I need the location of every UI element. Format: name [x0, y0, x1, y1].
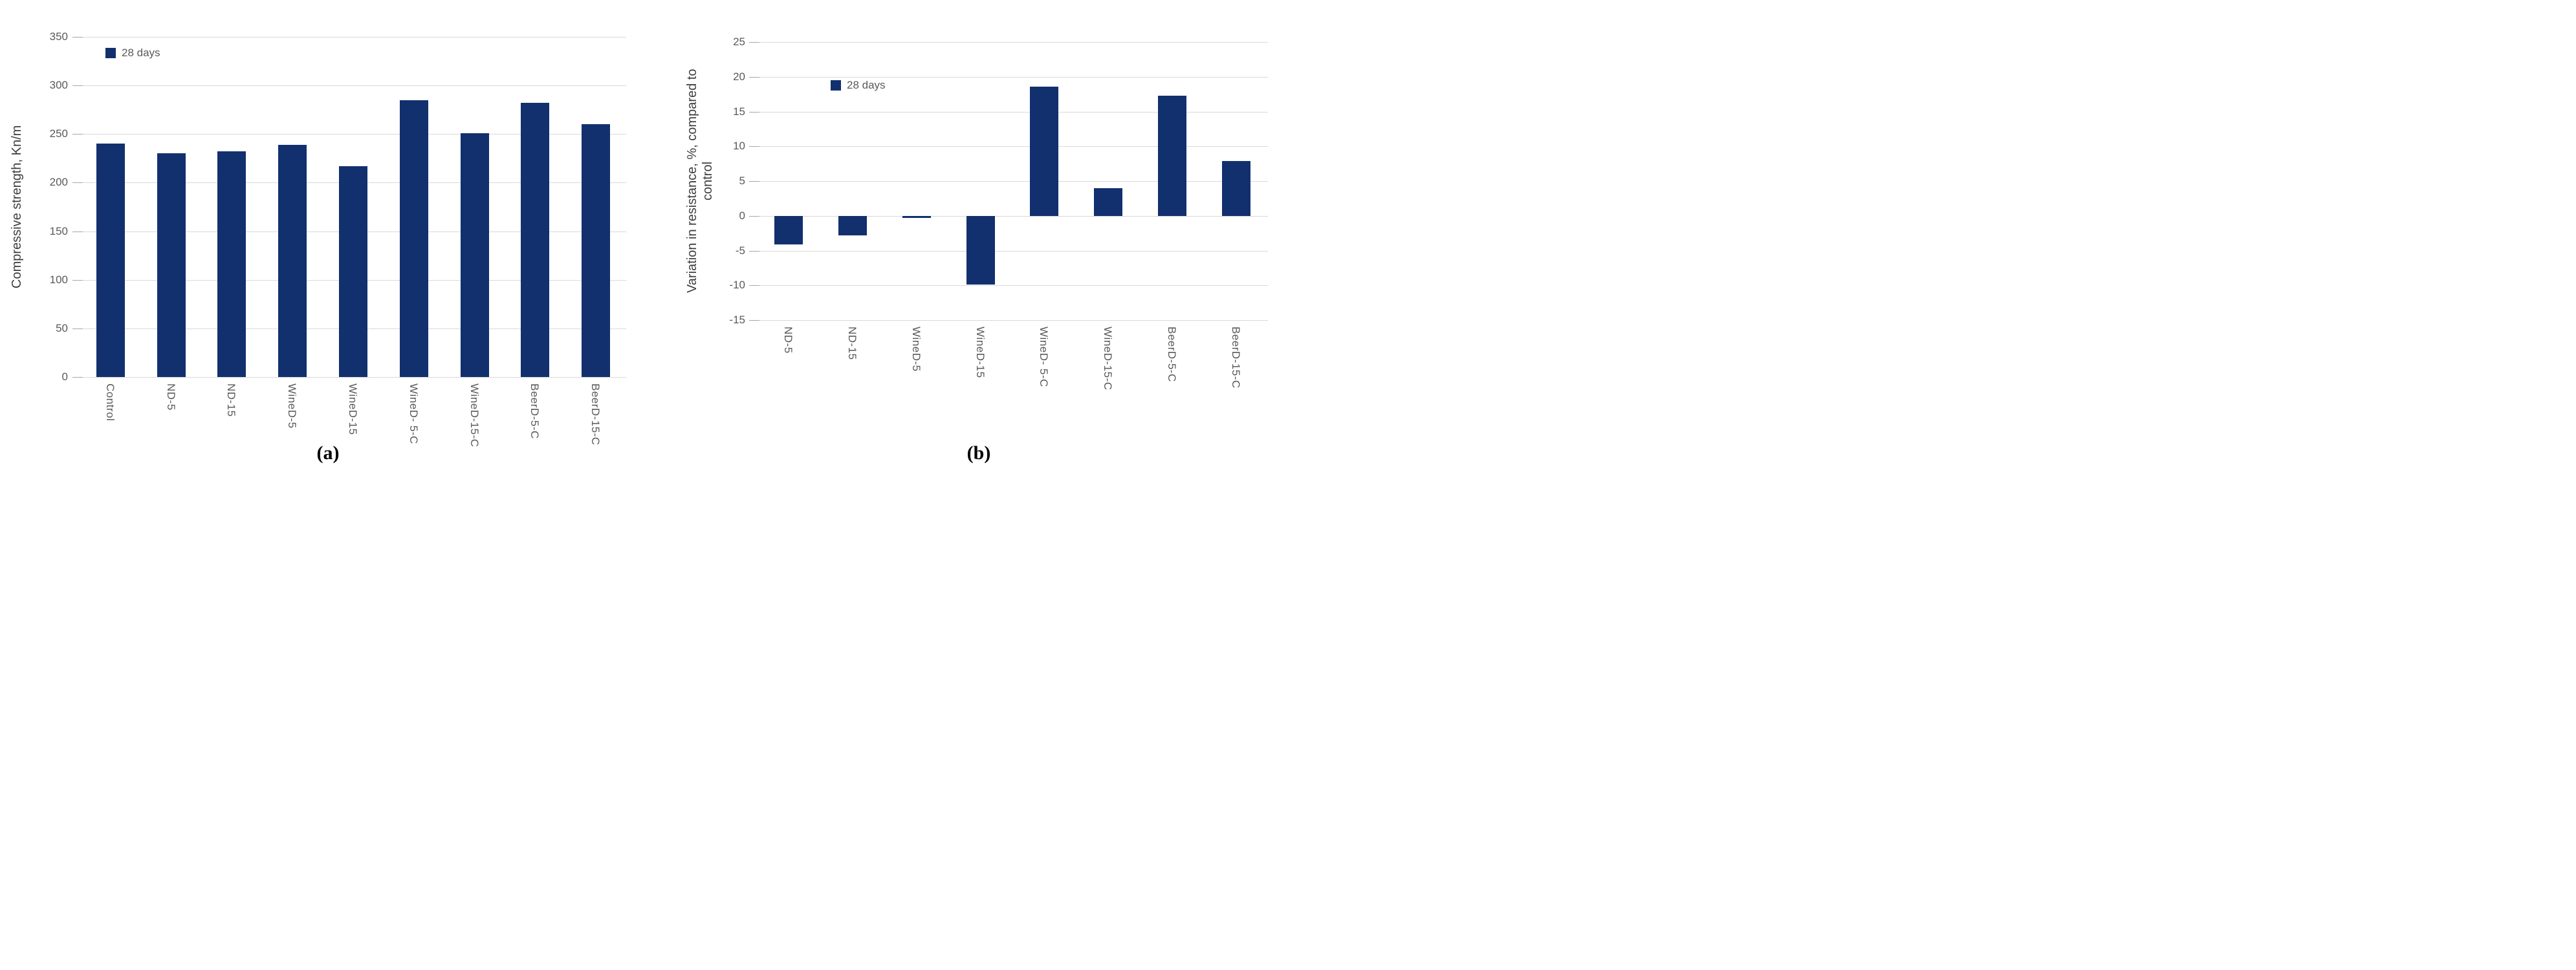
y-tick-label--10: -10: [729, 279, 745, 291]
x-tick-label-BeerD-5-C: BeerD-5-C: [529, 383, 541, 439]
tick-mark-y-0: [72, 377, 83, 378]
y-tick-label-50: 50: [56, 322, 68, 334]
x-tick-label-ND-15: ND-15: [225, 383, 237, 417]
bar-WineD-15-C: [1094, 188, 1122, 216]
gridline-y--10: [749, 285, 1268, 286]
y-tick-label-100: 100: [49, 274, 68, 286]
tick-mark-y--5: [749, 251, 759, 252]
y-tick-label-5: 5: [739, 175, 745, 187]
x-tick-label-WineD-5: WineD-5: [286, 383, 298, 429]
chart-a-plot-area: 0 50 100 150 200 250 300 350 Control ND-5 ND-15 Win…: [0, 0, 1288, 485]
x-tick-label-WineD-15: WineD-15: [347, 383, 359, 435]
y-tick-label-250: 250: [49, 127, 68, 140]
bar-ND-15: [217, 151, 246, 377]
gridline-y-25: [749, 42, 1268, 43]
x-tick-label-ND-5: ND-5: [165, 383, 177, 411]
caption-b: (b): [966, 442, 991, 464]
bar-BeerD-15-C: [1222, 161, 1250, 216]
gridline-y-15: [749, 112, 1268, 113]
x-tick-label-ND-5: ND-5: [782, 327, 794, 354]
tick-mark-y-200: [72, 182, 83, 183]
tick-mark-y--15: [749, 320, 759, 321]
tick-mark-y-10: [749, 146, 759, 147]
x-tick-label-WineD-15-C: WineD-15-C: [468, 383, 481, 447]
y-tick-label--5: -5: [735, 244, 745, 257]
tick-mark-y--10: [749, 285, 759, 286]
y-tick-label-200: 200: [49, 176, 68, 188]
bar-WineD-15: [966, 216, 995, 285]
gridline-y--15: [749, 320, 1268, 321]
x-tick-label-WineD-15-C: WineD-15-C: [1102, 327, 1114, 391]
tick-mark-y-15: [749, 112, 759, 113]
gridline-y-250: [72, 134, 626, 135]
bar-WineD-15: [339, 166, 367, 377]
y-tick-label--15: -15: [729, 314, 745, 326]
gridline-y-300: [72, 85, 626, 86]
tick-mark-y-20: [749, 77, 759, 78]
y-tick-label-10: 10: [733, 140, 745, 152]
bar-WineD-5: [278, 145, 307, 377]
gridline-y-0: [72, 377, 626, 378]
gridline-y-5: [749, 181, 1268, 182]
y-tick-label-15: 15: [733, 105, 745, 118]
bar-BeerD-15-C: [582, 124, 610, 377]
legend-swatch-28-days: [831, 80, 841, 91]
y-tick-label-0: 0: [739, 210, 745, 222]
y-tick-label-350: 350: [49, 30, 68, 43]
gridline-y-350: [72, 37, 626, 38]
bar-ND-5: [157, 153, 186, 377]
y-tick-label-150: 150: [49, 225, 68, 237]
chart-a-compressive-strength: Compressive strength, Kn/m 0 50 100 150 200 2…: [0, 0, 1288, 485]
x-tick-label-WineD-15: WineD-15: [974, 327, 987, 378]
gridline-y--5: [749, 251, 1268, 252]
caption-a: (a): [316, 442, 340, 464]
bar-WineD-5-C: [1030, 87, 1058, 216]
x-tick-label-WineD-5-C: WineD- 5-C: [408, 383, 420, 444]
y-tick-label-300: 300: [49, 79, 68, 91]
bar-WineD-15-C: [461, 133, 489, 377]
tick-mark-y-5: [749, 181, 759, 182]
chart-b-legend: 28 days: [831, 79, 886, 92]
legend-label-28-days: 28 days: [122, 47, 160, 59]
bar-Control: [96, 144, 125, 377]
chart-b-plot-area: -15 -10 -5 0 5 10 15 20 25 ND-5 ND-15 WineD-5 WineD-…: [0, 0, 1288, 485]
tick-mark-y-350: [72, 37, 83, 38]
x-tick-label-BeerD-15-C: BeerD-15-C: [1230, 327, 1242, 389]
bar-BeerD-5-C: [1158, 96, 1186, 216]
x-tick-label-BeerD-5-C: BeerD-5-C: [1166, 327, 1178, 382]
x-tick-label-Control: Control: [104, 383, 116, 422]
x-tick-label-WineD-5: WineD-5: [910, 327, 922, 372]
tick-mark-y-0: [749, 216, 759, 217]
legend-label-28-days: 28 days: [847, 79, 886, 91]
tick-mark-y-300: [72, 85, 83, 86]
gridline-y-20: [749, 77, 1268, 78]
gridline-y-10: [749, 146, 1268, 147]
chart-b-variation-in-resistance: Variation in resistance, %, compared to …: [0, 0, 1288, 485]
legend-swatch-28-days: [105, 48, 116, 58]
y-tick-label-20: 20: [733, 70, 745, 83]
bar-ND-15: [838, 216, 867, 235]
bar-ND-5: [774, 216, 803, 244]
x-tick-label-BeerD-15-C: BeerD-15-C: [589, 383, 602, 446]
bar-WineD-5: [902, 216, 931, 218]
bar-BeerD-5-C: [521, 103, 549, 377]
y-tick-label-25: 25: [733, 36, 745, 48]
bar-WineD-5-C: [400, 100, 428, 377]
figure-compressive-strength-charts: Compressive strength, Kn/m 0 50 100 150 200 2…: [0, 0, 1288, 485]
y-tick-label-0: 0: [61, 371, 68, 383]
tick-mark-y-100: [72, 280, 83, 281]
tick-mark-y-25: [749, 42, 759, 43]
x-tick-label-ND-15: ND-15: [846, 327, 858, 360]
chart-a-legend: 28 days: [105, 47, 160, 59]
tick-mark-y-250: [72, 134, 83, 135]
gridline-y-0: [749, 216, 1268, 217]
x-tick-label-WineD-5-C: WineD- 5-C: [1038, 327, 1050, 387]
